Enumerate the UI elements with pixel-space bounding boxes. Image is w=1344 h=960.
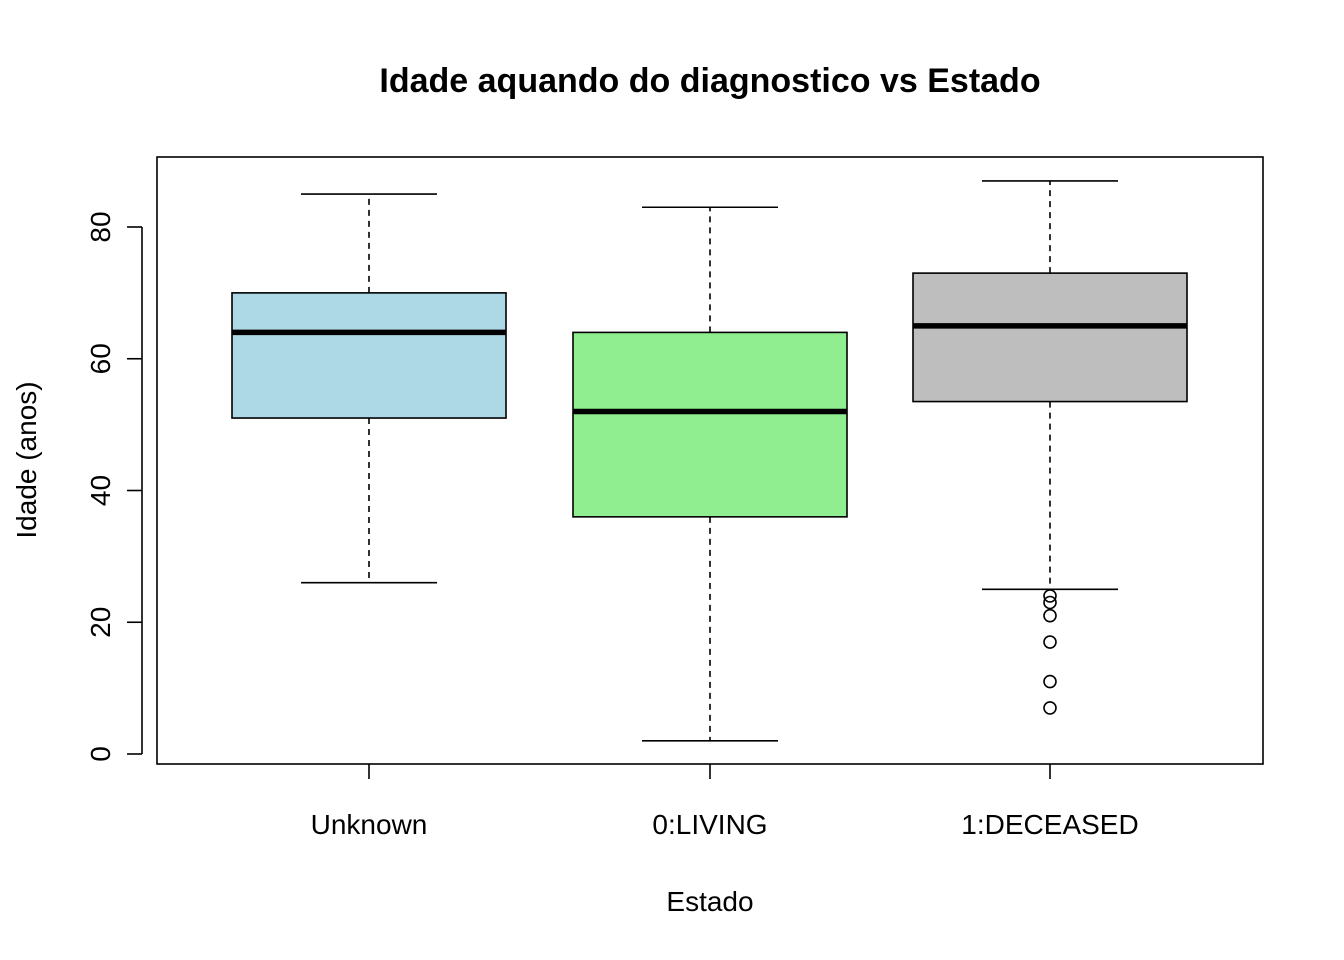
y-tick-label: 20 [85, 607, 116, 638]
box-unknown [231, 193, 507, 584]
y-tick-label: 80 [85, 211, 116, 242]
chart-title: Idade aquando do diagnostico vs Estado [379, 62, 1040, 100]
outlier-point [1043, 674, 1057, 689]
x-tick-label: 0:LIVING [652, 809, 767, 840]
outlier-point [1043, 635, 1057, 649]
y-axis-label: Idade (anos) [11, 381, 42, 538]
y-tick-label: 60 [85, 343, 116, 374]
x-axis-label: Estado [666, 886, 753, 917]
x-tick-label: 1:DECEASED [961, 809, 1138, 840]
outlier-point [1043, 608, 1057, 623]
outlier-point [1043, 595, 1057, 610]
box-0-living [572, 206, 848, 742]
box-group [231, 180, 1188, 742]
x-tick-label: Unknown [311, 809, 428, 840]
x-axis: Unknown 0:LIVING 1:DECEASED [311, 764, 1139, 840]
outlier-point [1043, 589, 1057, 603]
y-axis: 0 20 40 60 80 [85, 211, 143, 762]
box-1-deceased [912, 180, 1188, 715]
box-iqr [572, 331, 848, 518]
outlier-point [1043, 701, 1057, 715]
y-tick-label: 40 [85, 475, 116, 506]
box-iqr [912, 272, 1188, 403]
box-iqr [231, 292, 507, 419]
y-tick-label: 0 [85, 746, 116, 762]
